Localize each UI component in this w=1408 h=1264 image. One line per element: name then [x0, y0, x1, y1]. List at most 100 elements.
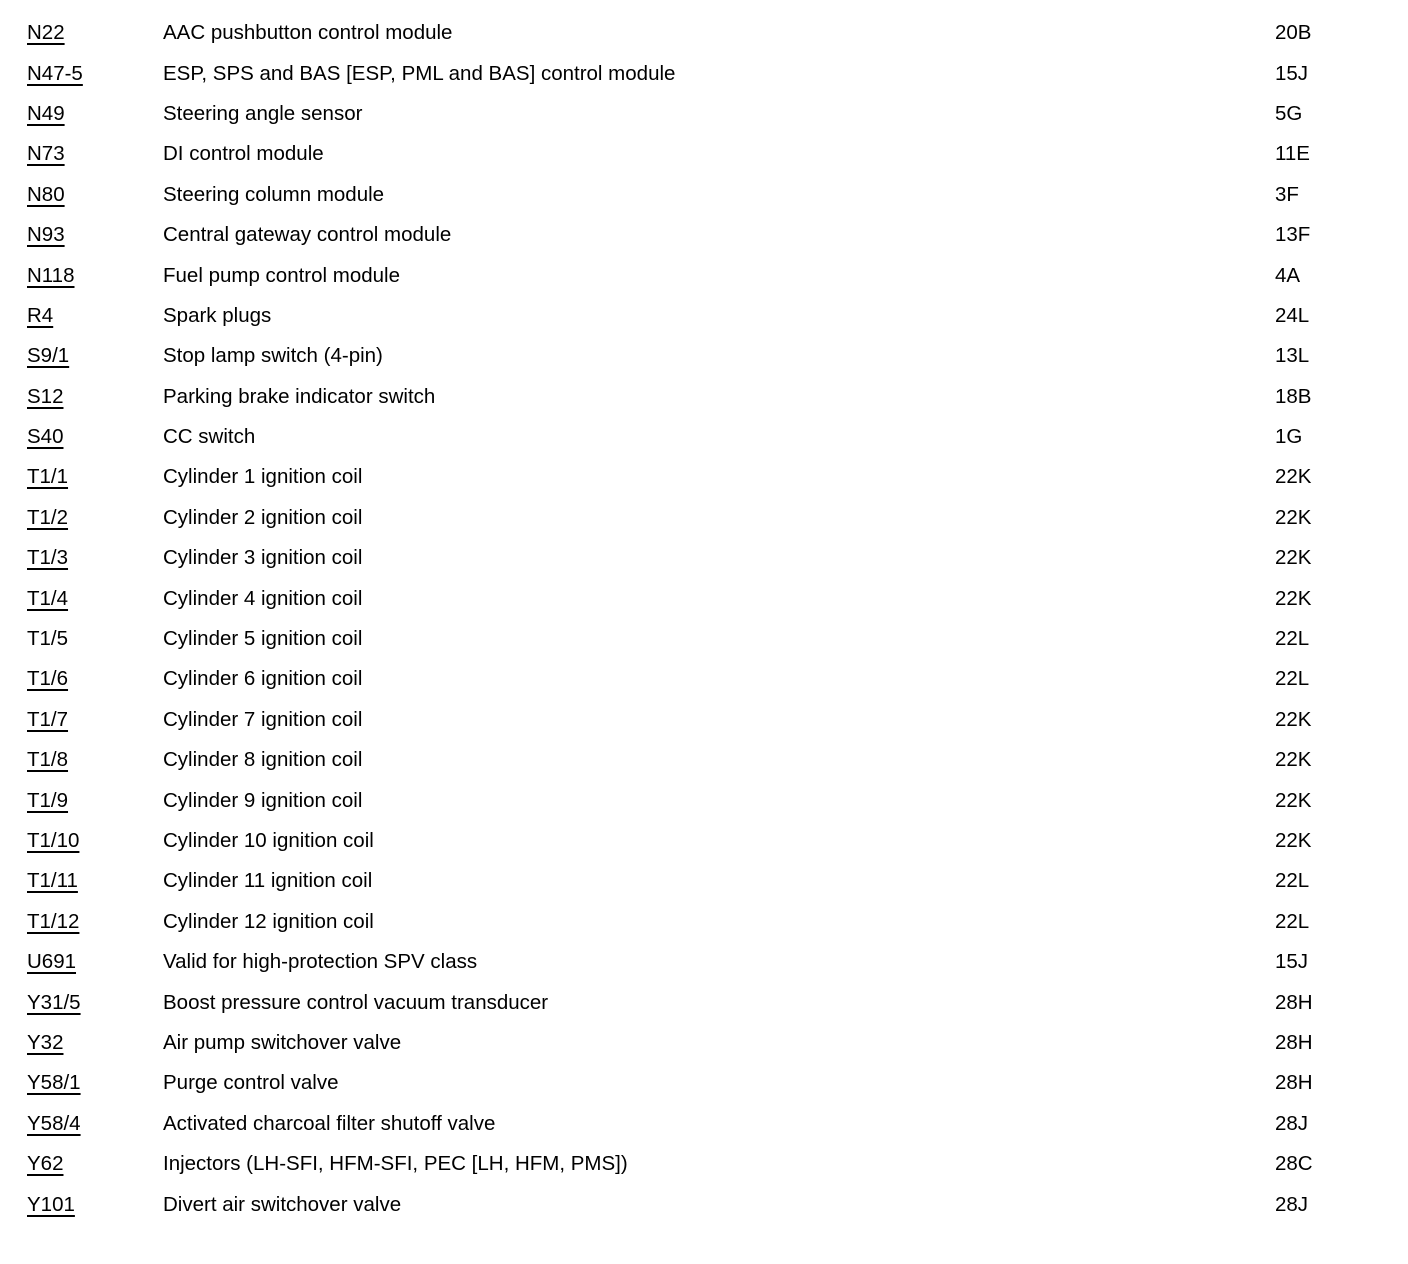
- component-code-cell: T1/7: [27, 708, 163, 732]
- legend-row: T1/1 Cylinder 1 ignition coil 22K: [0, 457, 1408, 497]
- component-code-cell: N118: [27, 264, 163, 288]
- legend-row: N22 AAC pushbutton control module 20B: [0, 13, 1408, 53]
- component-description: Activated charcoal filter shutoff valve: [163, 1111, 496, 1135]
- legend-row: Y32 Air pump switchover valve 28H: [0, 1023, 1408, 1063]
- component-code-cell: S12: [27, 385, 163, 409]
- grid-location: 22K: [1275, 788, 1312, 812]
- legend-row: T1/10 Cylinder 10 ignition coil 22K: [0, 821, 1408, 861]
- component-code: Y58/1: [27, 1071, 81, 1095]
- legend-row: U691 Valid for high-protection SPV class…: [0, 942, 1408, 982]
- component-code-cell: T1/6: [27, 667, 163, 691]
- component-code: N73: [27, 142, 65, 166]
- grid-location: 28H: [1275, 990, 1313, 1014]
- component-code-cell: N47-5: [27, 62, 163, 86]
- component-code: N80: [27, 182, 65, 206]
- component-description: Steering column module: [163, 182, 385, 206]
- component-code: T1/7: [27, 707, 69, 731]
- component-code: S12: [27, 384, 64, 408]
- component-code-cell: T1/11: [27, 869, 163, 893]
- grid-location: 1G: [1275, 425, 1303, 449]
- component-code-cell: Y58/4: [27, 1112, 163, 1136]
- legend-row: N118 Fuel pump control module 4A: [0, 255, 1408, 295]
- component-code-cell: Y58/1: [27, 1071, 163, 1095]
- component-code-cell: N93: [27, 223, 163, 247]
- legend-row: T1/12 Cylinder 12 ignition coil 22L: [0, 902, 1408, 942]
- grid-location: 28J: [1275, 1192, 1309, 1216]
- legend-row: Y58/1 Purge control valve 28H: [0, 1063, 1408, 1103]
- legend-row: N73 DI control module 11E: [0, 134, 1408, 174]
- component-code: N49: [27, 101, 65, 125]
- component-code-cell: N73: [27, 142, 163, 166]
- component-code: T1/9: [27, 788, 69, 812]
- component-code-cell: N49: [27, 102, 163, 126]
- component-code: N22: [27, 21, 65, 45]
- legend-row: T1/6 Cylinder 6 ignition coil 22L: [0, 659, 1408, 699]
- component-description: Cylinder 5 ignition coil: [163, 627, 363, 651]
- component-description: Cylinder 3 ignition coil: [163, 546, 363, 570]
- legend-row: T1/11 Cylinder 11 ignition coil 22L: [0, 861, 1408, 901]
- component-description: Valid for high-protection SPV class: [163, 950, 478, 974]
- grid-location: 28H: [1275, 1071, 1313, 1095]
- component-legend-table: N22 AAC pushbutton control module 20B N4…: [0, 13, 1408, 1225]
- legend-row: R4 Spark plugs 24L: [0, 296, 1408, 336]
- component-code-cell: T1/4: [27, 587, 163, 611]
- component-code: T1/3: [27, 546, 69, 570]
- component-description: Cylinder 6 ignition coil: [163, 667, 363, 691]
- component-code: N93: [27, 223, 65, 247]
- component-code: Y31/5: [27, 990, 81, 1014]
- component-description: Injectors (LH-SFI, HFM-SFI, PEC [LH, HFM…: [163, 1152, 628, 1176]
- component-code-cell: T1/3: [27, 546, 163, 570]
- legend-row: S12 Parking brake indicator switch 18B: [0, 377, 1408, 417]
- grid-location: 15J: [1275, 61, 1309, 85]
- component-description: Spark plugs: [163, 303, 272, 327]
- grid-location: 22K: [1275, 707, 1312, 731]
- legend-row: T1/3 Cylinder 3 ignition coil 22K: [0, 538, 1408, 578]
- component-description: Steering angle sensor: [163, 101, 363, 125]
- component-description: Cylinder 4 ignition coil: [163, 586, 363, 610]
- legend-row: Y101 Divert air switchover valve 28J: [0, 1184, 1408, 1224]
- component-code-cell: Y101: [27, 1193, 163, 1217]
- component-code: S40: [27, 425, 64, 449]
- component-code-cell: T1/8: [27, 748, 163, 772]
- legend-row: N80 Steering column module 3F: [0, 175, 1408, 215]
- component-code: T1/6: [27, 667, 69, 691]
- component-description: Central gateway control module: [163, 223, 452, 247]
- component-code: Y62: [27, 1152, 64, 1176]
- component-code-cell: S9/1: [27, 344, 163, 368]
- component-code: T1/5: [27, 627, 69, 651]
- grid-location: 13L: [1275, 344, 1310, 368]
- component-description: Parking brake indicator switch: [163, 384, 436, 408]
- grid-location: 4A: [1275, 263, 1301, 287]
- component-code: T1/10: [27, 829, 80, 852]
- component-description: AAC pushbutton control module: [163, 21, 453, 45]
- component-description: Purge control valve: [163, 1071, 339, 1095]
- component-code: Y58/4: [27, 1111, 81, 1135]
- component-code: T1/1: [27, 465, 69, 489]
- component-description: ESP, SPS and BAS [ESP, PML and BAS] cont…: [163, 61, 676, 85]
- component-description: Boost pressure control vacuum transducer: [163, 990, 549, 1014]
- component-code-cell: R4: [27, 304, 163, 328]
- component-code-cell: T1/12: [27, 910, 163, 934]
- component-code-cell: N22: [27, 21, 163, 45]
- component-description: Cylinder 10 ignition coil: [163, 829, 374, 852]
- component-code-cell: U691: [27, 950, 163, 974]
- grid-location: 22K: [1275, 586, 1312, 610]
- legend-row: N93 Central gateway control module 13F: [0, 215, 1408, 255]
- component-code-cell: S40: [27, 425, 163, 449]
- component-code: N118: [27, 263, 75, 287]
- component-code: R4: [27, 303, 54, 327]
- component-code: Y101: [27, 1192, 75, 1216]
- legend-row: T1/4 Cylinder 4 ignition coil 22K: [0, 578, 1408, 618]
- grid-location: 22K: [1275, 829, 1312, 852]
- grid-location: 5G: [1275, 101, 1303, 125]
- component-code-cell: N80: [27, 183, 163, 207]
- component-code: T1/11: [27, 869, 78, 893]
- component-description: Stop lamp switch (4-pin): [163, 344, 383, 368]
- component-code-cell: T1/1: [27, 465, 163, 489]
- legend-row: T1/5 Cylinder 5 ignition coil 22L: [0, 619, 1408, 659]
- grid-location: 20B: [1275, 21, 1312, 45]
- component-code-cell: T1/9: [27, 789, 163, 813]
- grid-location: 15J: [1275, 950, 1309, 974]
- grid-location: 24L: [1275, 303, 1310, 327]
